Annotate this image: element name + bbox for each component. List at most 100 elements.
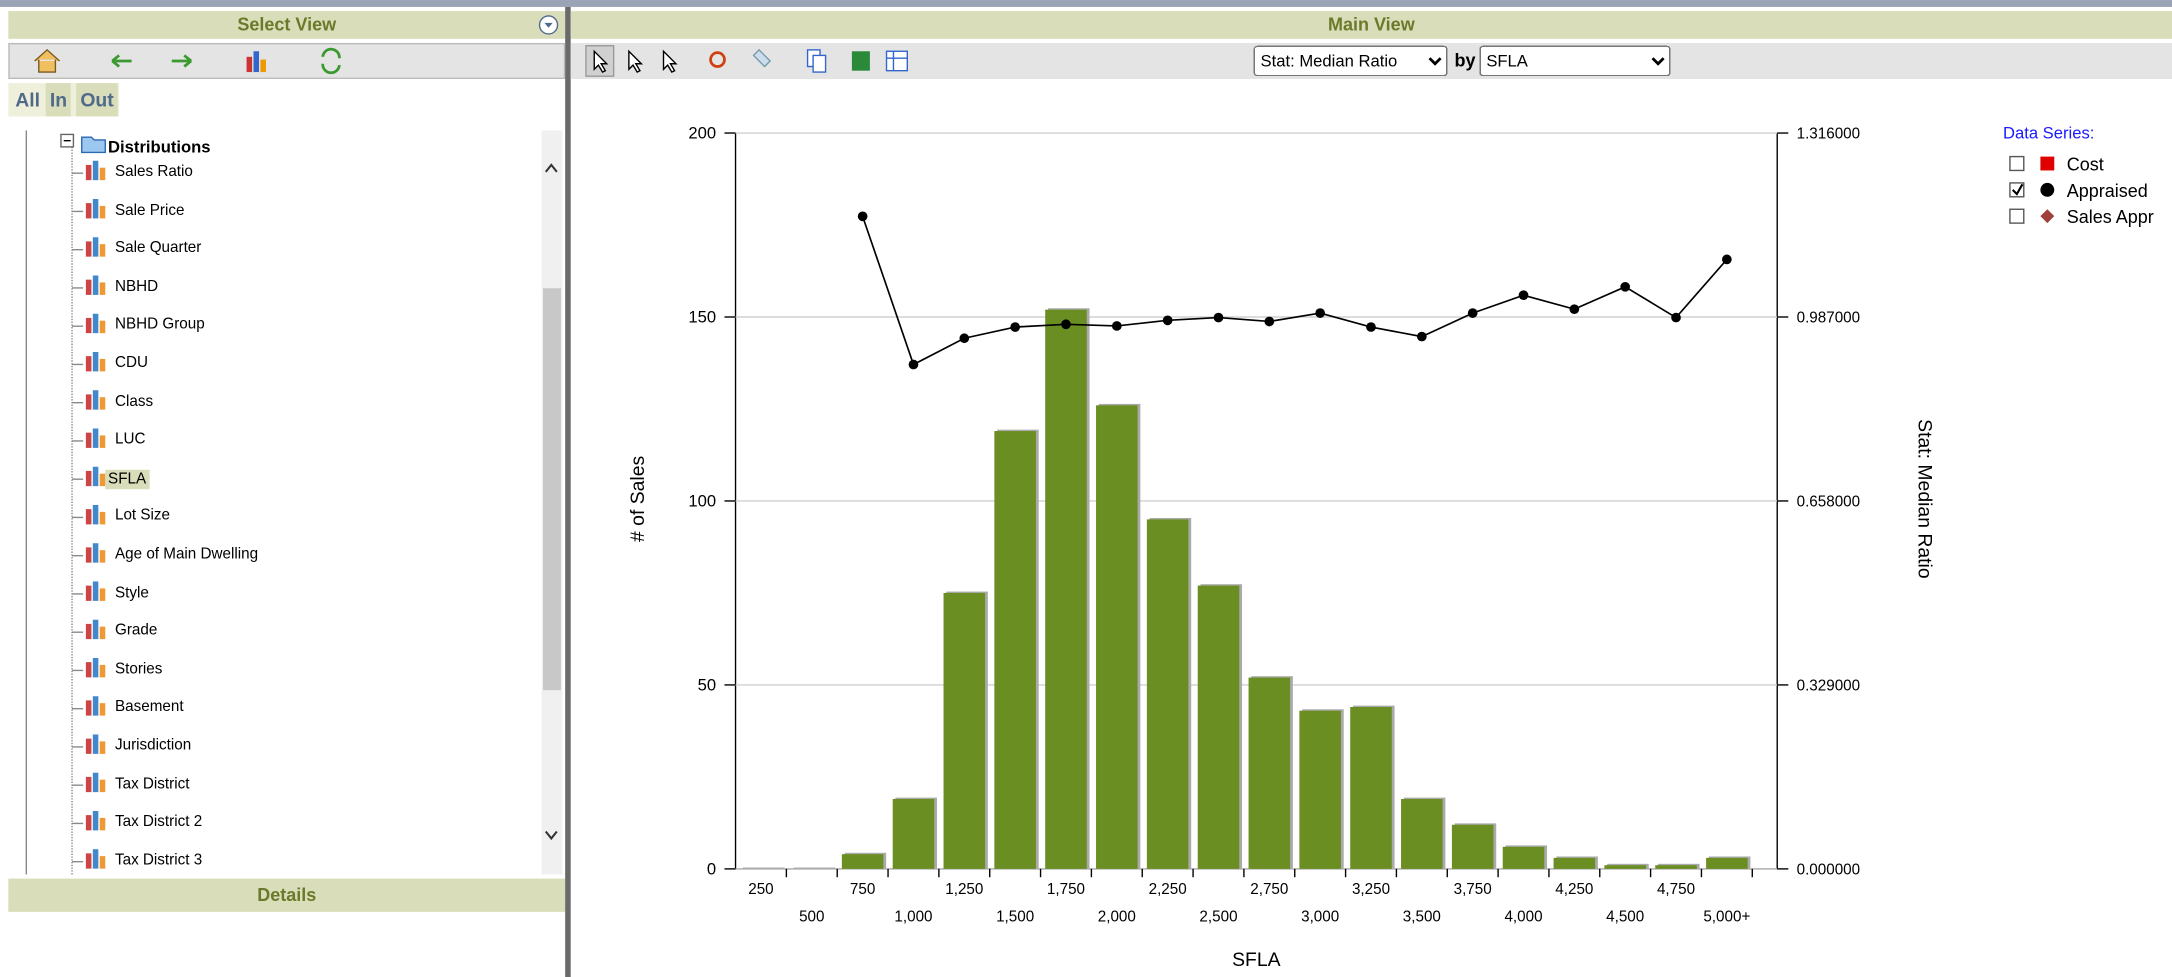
tree-folder[interactable]: Distributions bbox=[108, 137, 211, 157]
tree-item[interactable]: Sale Price bbox=[114, 201, 185, 219]
tree-item[interactable]: Age of Main Dwelling bbox=[114, 546, 259, 563]
item-icon bbox=[85, 815, 92, 831]
series-point bbox=[908, 359, 919, 370]
series-point bbox=[1162, 315, 1173, 326]
legend-label: Cost bbox=[2067, 154, 2104, 174]
tree-item[interactable]: NBHD bbox=[114, 278, 159, 295]
tree-item[interactable]: Sales Ratio bbox=[114, 163, 193, 181]
home-icon[interactable] bbox=[34, 48, 61, 73]
item-icon bbox=[92, 696, 99, 716]
bar bbox=[1096, 405, 1138, 869]
tag-icon[interactable] bbox=[752, 48, 772, 68]
y-axis-title: # of Sales bbox=[627, 456, 649, 542]
x-tick-label: 3,000 bbox=[1301, 909, 1339, 926]
bar bbox=[1248, 677, 1291, 869]
y2-tick-label: 1.316000 bbox=[1797, 126, 1861, 143]
tree-item[interactable]: LUC bbox=[114, 431, 146, 448]
tree-item[interactable]: NBHD Group bbox=[114, 316, 205, 334]
item-icon bbox=[85, 279, 92, 295]
item-icon bbox=[85, 432, 92, 448]
item-icon bbox=[92, 619, 99, 640]
bar bbox=[1706, 857, 1748, 869]
toolbar-icons bbox=[585, 45, 908, 77]
x-tick-label: 2,250 bbox=[1149, 881, 1187, 898]
legend-label: Appraised bbox=[2067, 181, 2148, 201]
x-tick-label: 3,250 bbox=[1352, 881, 1390, 898]
item-icon bbox=[99, 320, 106, 334]
bar bbox=[1451, 824, 1494, 869]
bar bbox=[1045, 309, 1087, 869]
series-point bbox=[1518, 290, 1529, 301]
item-icon bbox=[92, 390, 99, 410]
item-icon bbox=[99, 817, 106, 831]
item-icon bbox=[99, 282, 106, 295]
item-icon bbox=[92, 504, 99, 525]
tab-in[interactable]: In bbox=[45, 83, 72, 117]
item-icon bbox=[99, 167, 106, 181]
item-icon bbox=[92, 428, 99, 448]
item-icon bbox=[85, 203, 92, 219]
tree-item[interactable]: Class bbox=[114, 393, 154, 410]
item-icon bbox=[99, 550, 106, 563]
tree-item[interactable]: CDU bbox=[114, 354, 148, 372]
remove-pointer[interactable] bbox=[662, 49, 678, 73]
tree-item[interactable]: Jurisdiction bbox=[114, 737, 192, 754]
tab-out[interactable]: Out bbox=[76, 83, 118, 117]
by-select[interactable]: SFLA bbox=[1479, 45, 1671, 77]
chart-icon[interactable] bbox=[246, 51, 266, 73]
stat-select[interactable]: Stat: Median Ratio bbox=[1253, 45, 1448, 77]
x-tick-label: 2,500 bbox=[1199, 909, 1237, 926]
item-icon bbox=[99, 741, 106, 754]
item-icon bbox=[99, 358, 106, 372]
zoom-icon[interactable] bbox=[709, 51, 726, 68]
tree-item[interactable]: Tax District 2 bbox=[114, 813, 203, 831]
tree-item[interactable]: Lot Size bbox=[114, 507, 171, 525]
collapse-button[interactable] bbox=[537, 14, 559, 36]
y2-axis-title: Stat: Median Ratio bbox=[1914, 419, 1936, 578]
item-icon bbox=[85, 623, 92, 640]
item-icon bbox=[99, 856, 106, 869]
tree-item[interactable]: SFLA bbox=[105, 469, 149, 489]
table-icon[interactable] bbox=[885, 50, 908, 72]
back-icon[interactable] bbox=[111, 54, 132, 68]
x-axis-title: SFLA bbox=[1232, 949, 1281, 971]
x-tick-label: 4,750 bbox=[1657, 881, 1695, 898]
item-icon bbox=[92, 199, 99, 219]
tree-item[interactable]: Basement bbox=[114, 698, 184, 716]
item-icon bbox=[92, 581, 99, 601]
item-icon bbox=[99, 664, 106, 678]
item-icon bbox=[85, 241, 92, 257]
x-tick-label: 250 bbox=[748, 881, 773, 898]
scroll-down[interactable] bbox=[544, 830, 558, 841]
legend-checkbox[interactable] bbox=[2009, 155, 2025, 172]
tree-item[interactable]: Stories bbox=[114, 660, 163, 678]
excel-icon[interactable] bbox=[851, 51, 870, 71]
scroll-up[interactable] bbox=[544, 163, 558, 173]
item-icon bbox=[99, 626, 106, 640]
item-icon bbox=[92, 237, 99, 257]
tree-item[interactable]: Tax District 3 bbox=[114, 851, 203, 869]
y-tick-label: 100 bbox=[688, 492, 716, 511]
item-icon bbox=[85, 776, 92, 793]
legend-checkbox[interactable] bbox=[2009, 208, 2025, 224]
item-icon bbox=[92, 313, 99, 334]
series-point bbox=[1061, 319, 1071, 330]
item-icon bbox=[99, 397, 106, 410]
x-tick-label: 1,250 bbox=[945, 881, 983, 898]
tree-item[interactable]: Style bbox=[114, 584, 149, 601]
add-pointer[interactable] bbox=[628, 49, 644, 73]
item-icon bbox=[99, 435, 106, 448]
tree-item[interactable]: Tax District bbox=[114, 775, 190, 793]
tab-all[interactable]: All bbox=[15, 88, 41, 111]
legend-check bbox=[2011, 183, 2024, 196]
tree-item[interactable]: Grade bbox=[114, 622, 158, 640]
legend-marker bbox=[2040, 209, 2055, 224]
series-point bbox=[1315, 308, 1326, 318]
item-icon bbox=[85, 585, 92, 601]
item-icon bbox=[85, 509, 92, 525]
forward-icon[interactable] bbox=[171, 54, 193, 68]
tree-item[interactable]: Sale Quarter bbox=[114, 240, 202, 257]
tree: Distributions Sales Ratio Sale Price Sale … bbox=[8, 130, 565, 875]
item-icon bbox=[99, 703, 106, 716]
refresh-icon[interactable] bbox=[321, 47, 341, 75]
